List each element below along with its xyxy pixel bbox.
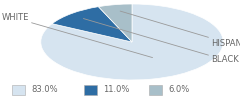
- Text: WHITE: WHITE: [1, 14, 153, 58]
- Text: 83.0%: 83.0%: [31, 86, 58, 94]
- Bar: [12, 85, 25, 95]
- Wedge shape: [52, 7, 132, 42]
- Bar: [84, 85, 97, 95]
- Wedge shape: [98, 4, 132, 42]
- Text: 6.0%: 6.0%: [168, 86, 189, 94]
- Text: 11.0%: 11.0%: [103, 86, 130, 94]
- Bar: [149, 85, 162, 95]
- Wedge shape: [41, 4, 223, 80]
- Text: HISPANIC: HISPANIC: [120, 11, 240, 48]
- Text: BLACK: BLACK: [84, 19, 239, 64]
